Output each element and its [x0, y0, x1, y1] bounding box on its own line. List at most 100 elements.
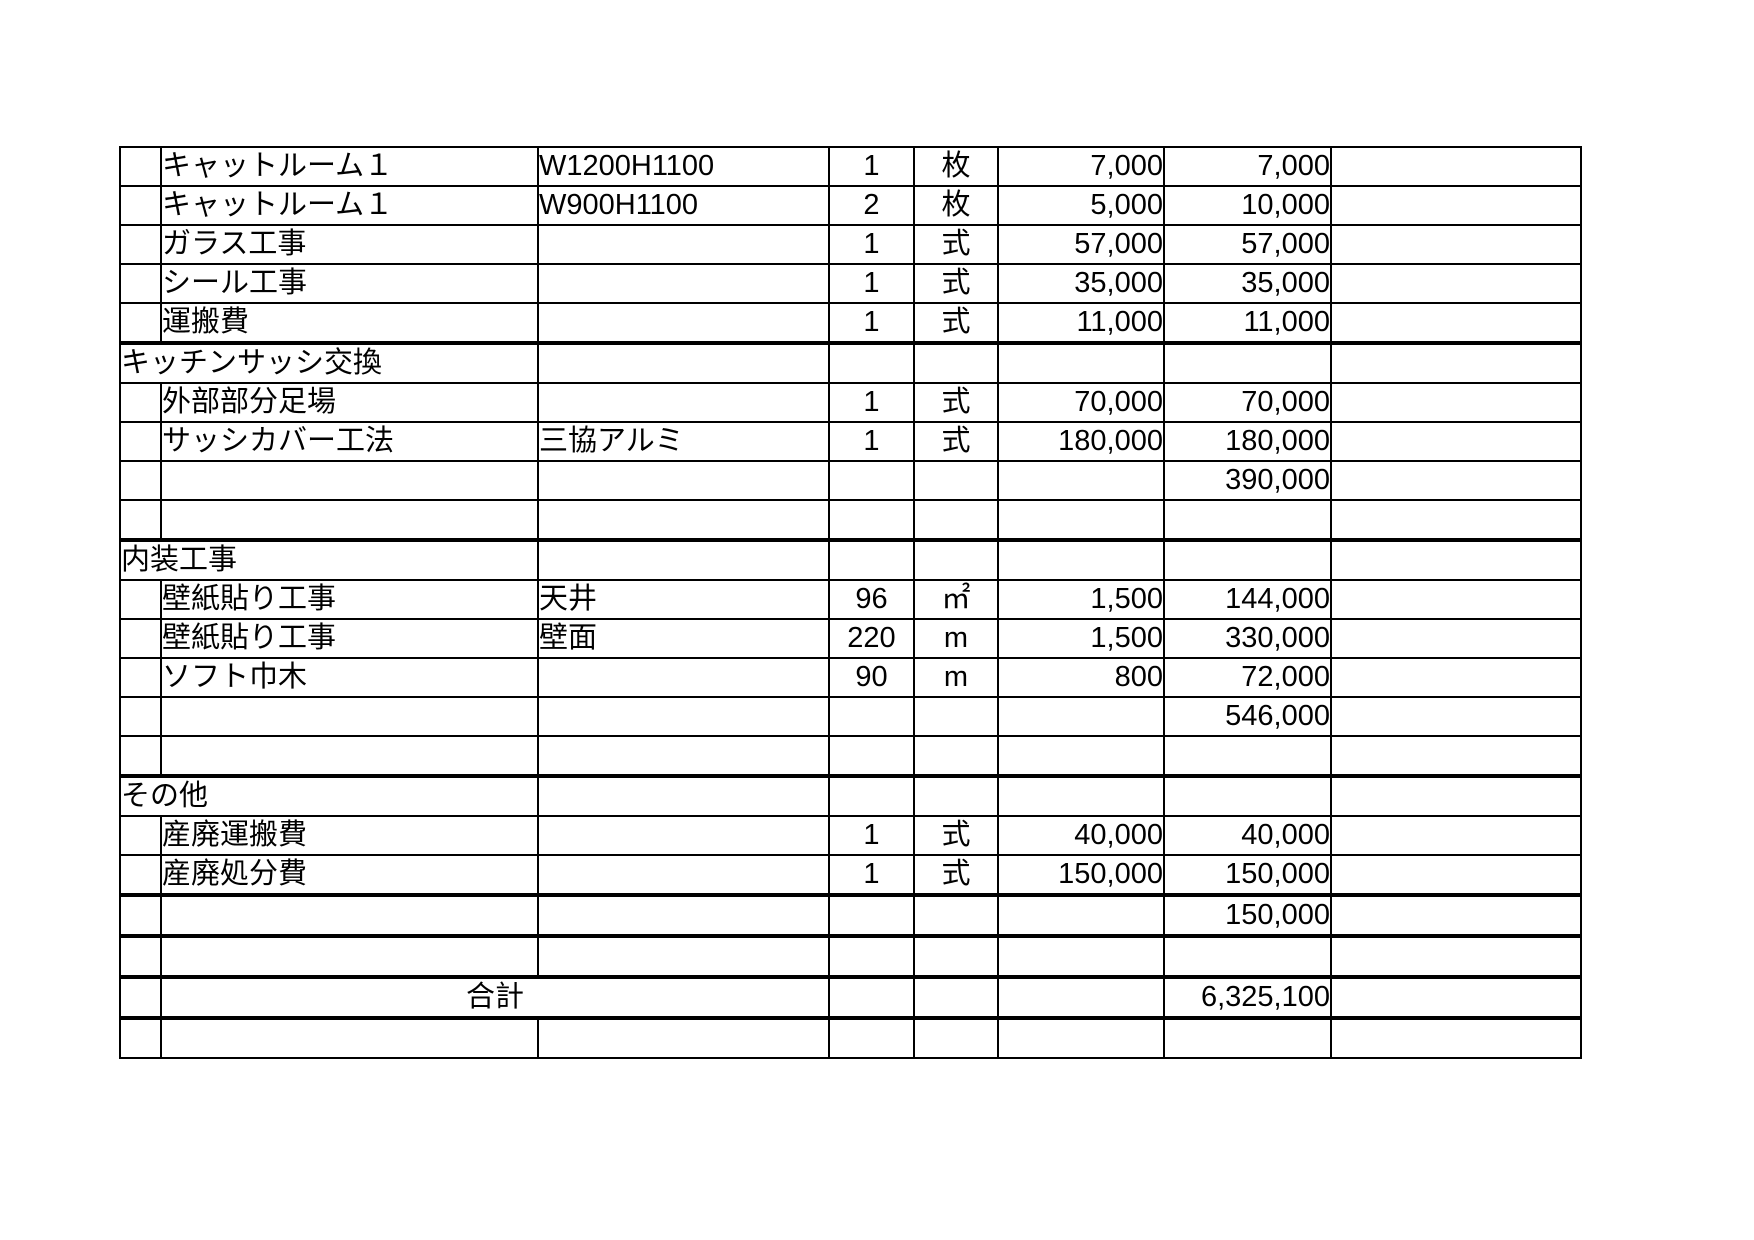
cell-unit-price [997, 774, 1165, 817]
cell-total-amount: 6,325,100 [1163, 975, 1332, 1020]
table-row: 外部部分足場 1 式 70,000 70,000 [119, 382, 1582, 423]
cell-amount: 70,000 [1163, 382, 1332, 423]
table-row: 運搬費 1 式 11,000 11,000 [119, 302, 1582, 344]
cell-remarks [1330, 815, 1582, 856]
cell-remarks [1330, 935, 1582, 978]
table-row: シール工事 1 式 35,000 35,000 [119, 263, 1582, 304]
cell-unit-price: 1,500 [997, 618, 1165, 659]
cell-spec [537, 460, 830, 501]
cell-row-marker [119, 1017, 162, 1059]
cell-amount [1163, 1017, 1332, 1059]
table-row [119, 735, 1582, 777]
cell-qty: 1 [828, 815, 915, 856]
cell-unit [913, 341, 999, 384]
cell-amount: 57,000 [1163, 224, 1332, 265]
table-row: 壁紙貼り工事 天井 96 ㎡ 1,500 144,000 [119, 579, 1582, 620]
cell-remarks [1330, 421, 1582, 462]
cell-row-marker [119, 302, 162, 344]
cell-amount: 144,000 [1163, 579, 1332, 620]
cell-unit: m [913, 657, 999, 698]
cell-unit [913, 1017, 999, 1059]
cell-amount: 330,000 [1163, 618, 1332, 659]
cell-qty: 1 [828, 146, 915, 187]
cell-qty: 96 [828, 579, 915, 620]
cell-unit-price: 7,000 [997, 146, 1165, 187]
table-row: 合計 6,325,100 [119, 975, 1582, 1020]
cell-remarks [1330, 499, 1582, 541]
cell-spec [537, 341, 830, 384]
cell-remarks [1330, 618, 1582, 659]
cell-unit: 式 [913, 815, 999, 856]
cell-remarks [1330, 657, 1582, 698]
cell-unit [913, 774, 999, 817]
cell-row-marker [119, 579, 162, 620]
cell-unit-price [997, 538, 1165, 581]
cell-qty [828, 774, 915, 817]
cell-row-marker [119, 224, 162, 265]
cell-row-marker [119, 735, 162, 777]
cell-qty [828, 696, 915, 737]
estimate-table-body: キャットルーム１ W1200H1100 1 枚 7,000 7,000 キャットルーム１ W9… [119, 146, 1582, 1059]
cell-unit [913, 975, 999, 1020]
cell-unit-price: 70,000 [997, 382, 1165, 423]
cell-unit [913, 538, 999, 581]
cell-unit-price: 180,000 [997, 421, 1165, 462]
cell-spec [537, 224, 830, 265]
cell-qty [828, 460, 915, 501]
table-row: 390,000 [119, 460, 1582, 501]
cell-amount: 10,000 [1163, 185, 1332, 226]
table-row: サッシカバー工法 三協アルミ 1 式 180,000 180,000 [119, 421, 1582, 462]
cell-unit: 式 [913, 854, 999, 896]
cell-amount: 35,000 [1163, 263, 1332, 304]
cell-spec [537, 893, 830, 938]
cell-row-marker [119, 421, 162, 462]
cell-item-name: 産廃処分費 [160, 854, 539, 896]
cell-amount [1163, 538, 1332, 581]
cell-remarks [1330, 146, 1582, 187]
cell-item-name: 運搬費 [160, 302, 539, 344]
table-row: キッチンサッシ交換 [119, 341, 1582, 384]
cell-amount [1163, 774, 1332, 817]
cell-spec [537, 538, 830, 581]
cell-unit-price [997, 460, 1165, 501]
cell-unit: 式 [913, 302, 999, 344]
table-row: 内装工事 [119, 538, 1582, 581]
cell-unit-price [997, 341, 1165, 384]
cell-category-name: その他 [119, 774, 539, 817]
cell-item-name [160, 696, 539, 737]
table-row: 産廃運搬費 1 式 40,000 40,000 [119, 815, 1582, 856]
cell-unit-price [997, 975, 1165, 1020]
cell-spec [537, 1017, 830, 1059]
cell-item-name: キャットルーム１ [160, 146, 539, 187]
cell-qty: 90 [828, 657, 915, 698]
cell-category-name: キッチンサッシ交換 [119, 341, 539, 384]
cell-total-label: 合計 [160, 975, 830, 1020]
cell-row-marker [119, 893, 162, 938]
cell-item-name: 壁紙貼り工事 [160, 618, 539, 659]
cell-remarks [1330, 538, 1582, 581]
table-row: その他 [119, 774, 1582, 817]
cell-item-name: キャットルーム１ [160, 185, 539, 226]
cell-spec [537, 657, 830, 698]
cell-amount: 150,000 [1163, 854, 1332, 896]
cell-item-name [160, 735, 539, 777]
cell-item-name: 外部部分足場 [160, 382, 539, 423]
cell-amount: 7,000 [1163, 146, 1332, 187]
cell-remarks [1330, 579, 1582, 620]
cell-qty: 1 [828, 263, 915, 304]
table-row: 産廃処分費 1 式 150,000 150,000 [119, 854, 1582, 896]
cell-amount [1163, 341, 1332, 384]
cell-remarks [1330, 263, 1582, 304]
cell-unit [913, 696, 999, 737]
cell-item-name [160, 893, 539, 938]
cell-unit-price: 40,000 [997, 815, 1165, 856]
cell-remarks [1330, 1017, 1582, 1059]
cell-spec [537, 935, 830, 978]
cell-spec: W1200H1100 [537, 146, 830, 187]
cell-qty [828, 975, 915, 1020]
cell-spec [537, 815, 830, 856]
cell-row-marker [119, 815, 162, 856]
cell-subtotal-amount: 150,000 [1163, 893, 1332, 938]
table-row [119, 935, 1582, 978]
